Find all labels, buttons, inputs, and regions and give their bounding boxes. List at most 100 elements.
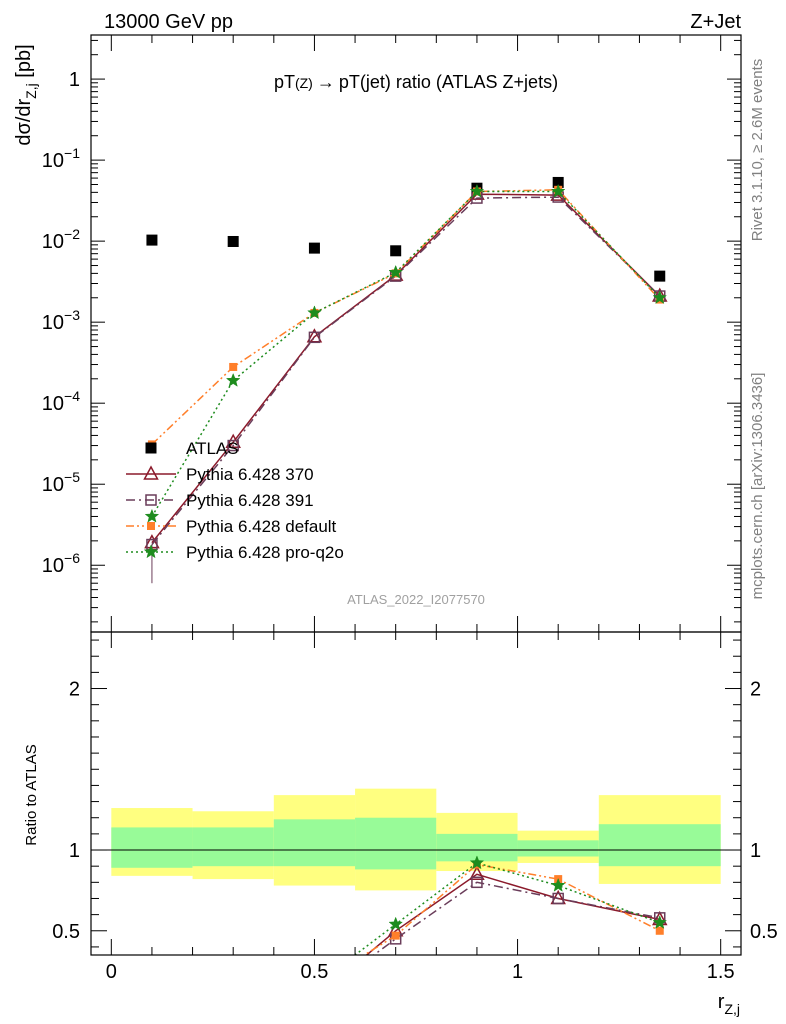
- legend-label-3: Pythia 6.428 default: [186, 517, 337, 536]
- ratio-ytick-label-right: 1: [750, 840, 761, 862]
- main-point: [654, 270, 666, 282]
- ratio-ytick-label: 0.5: [52, 921, 80, 943]
- main-series-line: [151, 189, 661, 445]
- ratio-xlabel-a: r: [718, 991, 725, 1013]
- main-ylabel-b: Z,j: [23, 83, 39, 99]
- ratio-point: [652, 915, 668, 929]
- main-ytick-label: 10−1: [42, 145, 80, 172]
- band-inner: [273, 819, 356, 867]
- main-series-3: [147, 185, 664, 449]
- legend-marker-2: [145, 494, 157, 506]
- main-title-c: →: [317, 72, 335, 92]
- main-point: [552, 176, 564, 188]
- ratio-xlabel: rZ,j: [718, 991, 740, 1017]
- ratio-xtick-label: 1.5: [707, 961, 735, 983]
- main-ytick-label-mantissa: 10: [42, 474, 64, 496]
- main-point: [229, 362, 238, 371]
- main-point: [308, 331, 321, 344]
- band-inner: [111, 827, 193, 868]
- main-series: [144, 176, 668, 584]
- ratio-xtick-label: 1: [512, 961, 523, 983]
- main-ytick-label: 10−5: [42, 469, 80, 496]
- mcplots-label: mcplots.cern.ch [arXiv:1306.3436]: [749, 373, 766, 600]
- main-title: pT(Z) → pT(jet) ratio (ATLAS Z+jets): [274, 72, 558, 92]
- legend: ATLAS Pythia 6.428 370 Pythia 6.428 391 Pyt…: [126, 439, 344, 562]
- main-ytick-label: 10−4: [42, 388, 80, 415]
- ratio-xtick-label: 0: [106, 961, 117, 983]
- main-ytick-label-mantissa: 10: [42, 312, 64, 334]
- main-title-a: pT: [274, 72, 295, 92]
- header-right: Z+Jet: [690, 11, 741, 33]
- main-point: [307, 305, 322, 320]
- main-ytick-label-mantissa: 10: [42, 393, 64, 415]
- main-ytick-labels: 10−610−510−410−310−210−11: [42, 69, 80, 577]
- main-ytick-label: 10−2: [42, 226, 80, 253]
- legend-label-0: ATLAS: [186, 439, 239, 458]
- legend-marker-4: [143, 544, 159, 559]
- analysis-id: ATLAS_2022_I2077570: [347, 592, 485, 607]
- main-point: [388, 264, 403, 279]
- main-point: [390, 245, 402, 257]
- ratio-point: [655, 926, 664, 935]
- main-ytick-label: 1: [69, 69, 80, 91]
- uncertainty-bands: [111, 788, 721, 891]
- main-ytick-label-exponent: −4: [64, 388, 80, 404]
- legend-label-2: Pythia 6.428 391: [186, 491, 314, 510]
- legend-label-4: Pythia 6.428 pro-q2o: [186, 543, 344, 562]
- main-ylabel-a: dσ/dr: [13, 99, 35, 146]
- ratio-point: [552, 892, 564, 905]
- ratio-ylabel: Ratio to ATLAS: [23, 744, 40, 845]
- ratio-frame: [90, 631, 742, 956]
- main-point: [146, 234, 158, 246]
- main-ytick-label-exponent: −6: [64, 550, 80, 566]
- ratio-xtick-labels: 0 0.5 1 1.5: [106, 961, 735, 983]
- main-point: [469, 183, 485, 198]
- main-point: [144, 508, 160, 523]
- main-series-4: [144, 183, 668, 523]
- ratio-series-1: [372, 876, 666, 955]
- legend-label-1: Pythia 6.428 370: [186, 465, 314, 484]
- legend-marker-0: [145, 442, 157, 454]
- ratio-point: [391, 931, 400, 940]
- ratio-series-line: [365, 873, 660, 955]
- ratio-point: [550, 877, 566, 892]
- main-point: [308, 242, 320, 254]
- main-ytick-label-mantissa: 1: [69, 69, 80, 91]
- main-title-d: pT(jet) ratio (ATLAS Z+jets): [339, 72, 558, 92]
- band-inner: [192, 827, 274, 867]
- main-ylabel-c: [pb]: [13, 44, 35, 83]
- main-ylabel: dσ/drZ,j [pb]: [13, 44, 39, 145]
- main-ytick-label-exponent: −1: [64, 145, 80, 161]
- main-ytick-label-exponent: −5: [64, 469, 80, 485]
- rivet-label: Rivet 3.1.10, ≥ 2.6M events: [749, 59, 766, 242]
- main-point: [227, 235, 239, 247]
- main-point: [550, 183, 566, 198]
- main-ytick-label-mantissa: 10: [42, 231, 64, 253]
- band-inner: [598, 824, 721, 867]
- ratio-ytick-label: 1: [69, 840, 80, 862]
- main-point: [652, 290, 668, 304]
- main-ytick-label-exponent: −3: [64, 307, 80, 323]
- legend-marker-3: [147, 522, 155, 530]
- ratio-series-3: [353, 855, 668, 955]
- ratio-point: [471, 876, 483, 889]
- ratio-ytick-label-right: 0.5: [750, 921, 778, 943]
- ratio-series: [353, 855, 668, 955]
- ratio-ytick-labels: 0.5 0.5 1 1 2 2: [52, 679, 778, 943]
- ratio-point: [469, 865, 485, 880]
- main-title-b: (Z): [295, 75, 313, 91]
- main-panel: pT(Z) → pT(jet) ratio (ATLAS Z+jets) dσ/dr…: [13, 34, 742, 633]
- ratio-ytick-label-right: 2: [750, 679, 761, 701]
- main-ytick-label: 10−3: [42, 307, 80, 334]
- ratio-series-line: [372, 881, 660, 955]
- band-inner: [355, 817, 437, 870]
- ratio-ytick-label: 2: [69, 679, 80, 701]
- header-left: 13000 GeV pp: [104, 11, 233, 33]
- main-tick-marks: [91, 35, 741, 632]
- legend-marker-1: [143, 465, 159, 480]
- main-ytick-label: 10−6: [42, 550, 80, 577]
- band-inner: [517, 840, 599, 857]
- ratio-xlabel-b: Z,j: [724, 1001, 740, 1017]
- main-point: [227, 439, 239, 452]
